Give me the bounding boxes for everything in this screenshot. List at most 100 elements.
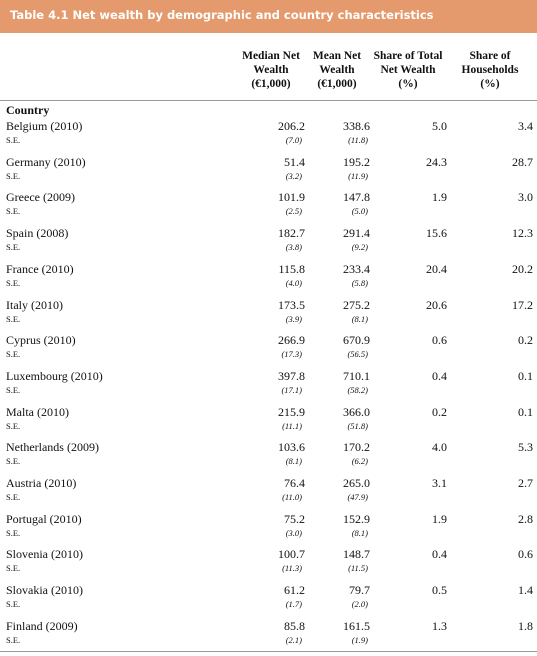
se-value: (3.9) <box>285 313 302 324</box>
cell-value: 0.2 <box>432 404 447 419</box>
se-value: (3.8) <box>285 242 302 253</box>
se-value: (51.8) <box>347 420 368 431</box>
cell-value: 20.6 <box>426 297 447 312</box>
cell-value: 103.6 <box>278 440 305 455</box>
row-name: Greece (2009) <box>6 190 75 205</box>
cell-value: 3.1 <box>432 476 447 490</box>
cell-value: 1.3 <box>432 618 447 633</box>
row-name: Cyprus (2010) <box>6 333 76 348</box>
se-value: (11.3) <box>282 563 302 574</box>
cell-value: 215.9 <box>278 404 305 419</box>
se-label: S.E. <box>6 492 21 502</box>
row-name: France (2010) <box>6 261 74 276</box>
cell-value: 0.4 <box>432 368 447 383</box>
se-label: S.E. <box>6 599 21 610</box>
cell-value: 12.3 <box>512 226 533 241</box>
se-value: (11.9) <box>348 170 368 181</box>
se-label: S.E. <box>6 384 21 395</box>
column-header: Mean Net <box>312 50 362 62</box>
column-header: Net Wealth <box>380 64 436 76</box>
se-value: (56.5) <box>347 349 368 360</box>
column-header: (%) <box>480 78 500 90</box>
cell-value: 115.8 <box>278 261 305 276</box>
cell-value: 15.6 <box>426 226 447 241</box>
se-value: (11.1) <box>282 420 302 431</box>
se-value: (47.9) <box>347 492 368 502</box>
cell-value: 1.8 <box>518 618 533 633</box>
cell-value: 0.6 <box>518 547 533 562</box>
cell-value: 101.9 <box>278 190 305 205</box>
se-value: (6.2) <box>351 456 368 467</box>
column-header: (%) <box>398 78 418 90</box>
column-header: Households <box>461 64 519 76</box>
cell-value: 4.0 <box>432 440 447 455</box>
cell-value: 147.8 <box>343 190 370 205</box>
title-bar: Table 4.1 Net wealth by demographic and … <box>0 0 537 33</box>
cell-value: 338.6 <box>343 119 370 133</box>
cell-value: 0.5 <box>432 583 447 598</box>
cell-value: 20.4 <box>426 261 447 276</box>
se-value: (11.5) <box>348 563 368 574</box>
cell-value: 100.7 <box>278 547 305 562</box>
se-value: (8.1) <box>351 527 368 538</box>
se-label: S.E. <box>6 313 21 324</box>
column-header: Wealth <box>319 64 355 76</box>
se-value: (1.7) <box>285 599 302 610</box>
row-name: Slovenia (2010) <box>6 547 83 562</box>
cell-value: 397.8 <box>278 368 305 383</box>
cell-value: 161.5 <box>343 618 370 633</box>
cell-value: 2.8 <box>518 511 533 526</box>
se-label: S.E. <box>6 206 21 217</box>
header-rule <box>0 100 537 101</box>
se-value: (8.1) <box>285 456 302 467</box>
se-label: S.E. <box>6 170 21 181</box>
cell-value: 0.4 <box>432 547 447 562</box>
cell-value: 51.4 <box>284 154 305 169</box>
se-label: S.E. <box>6 135 21 145</box>
cell-value: 366.0 <box>343 404 370 419</box>
se-value: (3.0) <box>285 527 302 538</box>
se-label: S.E. <box>6 349 21 360</box>
row-name: Malta (2010) <box>6 404 69 419</box>
cell-value: 266.9 <box>278 333 305 348</box>
se-value: (4.0) <box>285 277 302 288</box>
cell-value: 2.7 <box>518 476 533 490</box>
se-value: (8.1) <box>351 313 368 324</box>
se-value: (5.0) <box>351 206 368 217</box>
row-name: Austria (2010) <box>6 476 77 490</box>
row-name: Portugal (2010) <box>6 511 82 526</box>
cell-value: 173.5 <box>278 297 305 312</box>
cell-value: 28.7 <box>512 154 533 169</box>
cell-value: 182.7 <box>278 226 305 241</box>
row-name: Italy (2010) <box>6 297 63 312</box>
column-header: Share of Total <box>373 50 443 62</box>
cell-value: 233.4 <box>343 261 370 276</box>
cell-value: 291.4 <box>343 226 370 241</box>
cell-value: 79.7 <box>349 583 370 598</box>
cell-value: 20.2 <box>512 261 533 276</box>
row-name: Germany (2010) <box>6 154 86 169</box>
cell-value: 5.3 <box>518 440 533 455</box>
cell-value: 1.4 <box>518 583 533 598</box>
se-value: (2.0) <box>351 599 368 610</box>
cell-value: 0.2 <box>518 333 533 348</box>
column-header: Share of <box>469 50 511 62</box>
se-value: (2.1) <box>285 634 302 645</box>
se-value: (3.2) <box>285 170 302 181</box>
bottom-rule <box>0 651 537 652</box>
se-value: (17.3) <box>281 349 302 360</box>
cell-value: 85.8 <box>284 618 305 633</box>
se-value: (58.2) <box>347 384 368 395</box>
cell-value: 24.3 <box>426 154 447 169</box>
cell-value: 1.9 <box>432 511 447 526</box>
cell-value: 17.2 <box>512 297 533 312</box>
row-name: Luxembourg (2010) <box>6 368 103 383</box>
se-label: S.E. <box>6 634 21 645</box>
cell-value: 0.6 <box>432 333 447 348</box>
row-name: Belgium (2010) <box>6 119 83 133</box>
cell-value: 3.0 <box>518 190 533 205</box>
cell-value: 61.2 <box>284 583 305 598</box>
section-label: Country <box>6 103 50 117</box>
cell-value: 75.2 <box>284 511 305 526</box>
